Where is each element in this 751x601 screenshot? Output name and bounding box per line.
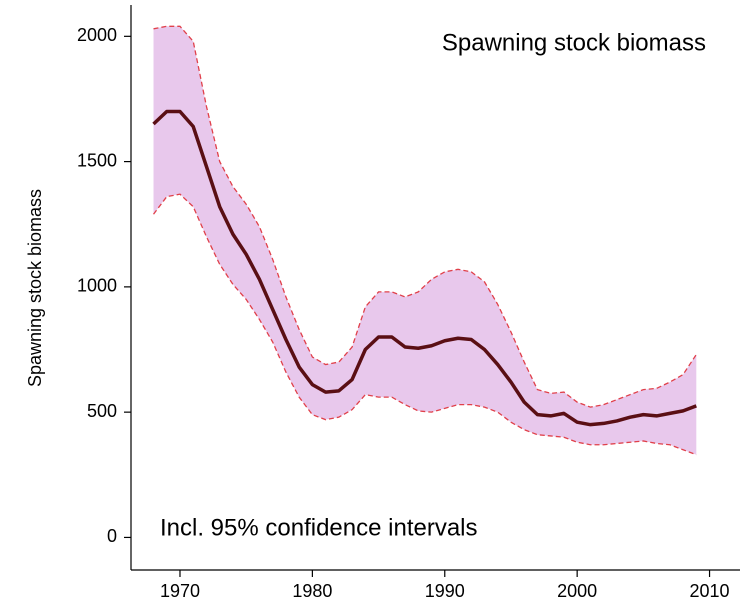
y-tick-label: 1000 — [77, 276, 117, 296]
y-axis-label: Spawning stock biomass — [25, 189, 45, 387]
y-tick-label: 2000 — [77, 25, 117, 45]
y-tick-label: 1500 — [77, 150, 117, 170]
chart-title: Spawning stock biomass — [442, 29, 706, 56]
x-tick-label: 1970 — [160, 581, 200, 601]
line — [152, 109, 697, 427]
annotation: Incl. 95% confidence intervals — [160, 514, 478, 541]
ci-line — [152, 193, 697, 456]
confidence-band — [153, 26, 697, 455]
y-tick-label: 500 — [87, 401, 117, 421]
x-tick-label: 2000 — [557, 581, 597, 601]
ci-line — [153, 25, 697, 408]
x-tick-label: 1980 — [292, 581, 332, 601]
x-tick-label: 2010 — [690, 581, 730, 601]
y-tick-label: 0 — [107, 526, 117, 546]
x-tick-label: 1990 — [425, 581, 465, 601]
